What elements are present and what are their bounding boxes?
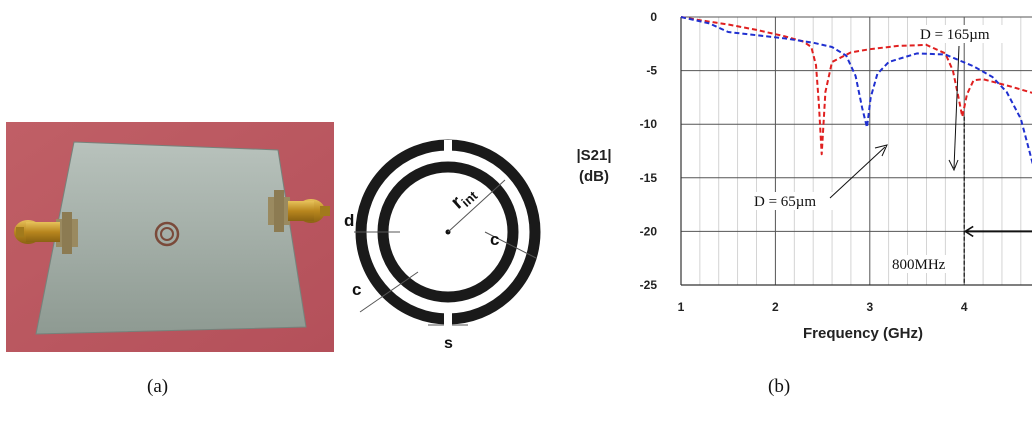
label-r: rint — [447, 181, 481, 215]
label-c-right: c — [490, 230, 499, 249]
sma-connector-right — [268, 190, 330, 232]
chart-ticks: 0-5-10-15-20-25123456 — [640, 10, 968, 314]
y-tick-label: -20 — [640, 224, 658, 238]
chart-series — [680, 16, 1032, 166]
arrowhead-d65 — [874, 144, 888, 157]
delta-arrowhead-left — [963, 225, 974, 238]
label-bg — [753, 192, 839, 210]
y-axis-label: |S21| — [576, 147, 611, 164]
y-tick-label: -25 — [640, 278, 658, 292]
series-line-2 — [680, 16, 1032, 166]
x-tick-label: 2 — [772, 300, 779, 314]
label-bg — [890, 255, 952, 273]
label-s: s — [444, 335, 453, 352]
annotation-delta: 800MHz — [892, 257, 946, 273]
y-tick-label: -5 — [646, 64, 657, 78]
chart-grid — [680, 16, 1032, 286]
srr-schematic: d c c rint s — [344, 139, 541, 352]
label-bg — [917, 25, 1013, 43]
x-axis-label: Frequency (GHz) — [803, 325, 923, 342]
annotation-d65: D = 65µm — [754, 194, 816, 210]
y-tick-label: 0 — [650, 10, 657, 24]
leader-d65 — [829, 146, 886, 199]
x-tick-label: 3 — [866, 300, 873, 314]
x-tick-label: 4 — [961, 300, 968, 314]
y-tick-label: -15 — [640, 171, 658, 185]
sma-connector-left — [14, 212, 78, 254]
x-tick-label: 1 — [678, 300, 685, 314]
label-d: d — [344, 211, 354, 230]
leader-d165 — [953, 45, 960, 169]
caption-b: (b) — [768, 376, 791, 397]
srr-on-board — [154, 221, 180, 247]
y-tick-label: -10 — [640, 117, 658, 131]
fabricated-board-photo — [6, 122, 334, 352]
arrowhead-d165 — [948, 159, 959, 172]
chart-annotations: D = 165µm D = 65µm 800MHz — [753, 25, 1032, 285]
chart-axes — [680, 17, 1032, 286]
label-c-left: c — [352, 280, 361, 299]
caption-a: (a) — [147, 376, 169, 397]
annotation-d165: D = 165µm — [920, 27, 990, 43]
y-axis-unit-label: (dB) — [579, 168, 609, 185]
